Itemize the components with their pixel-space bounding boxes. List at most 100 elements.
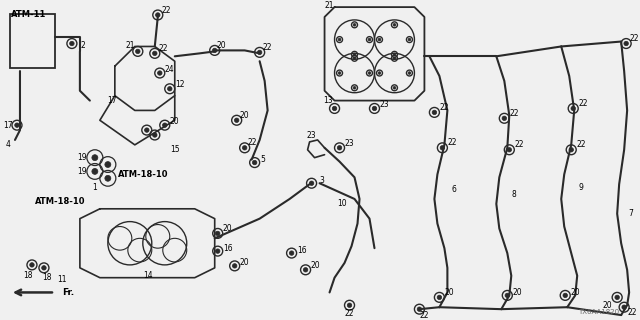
Text: 22: 22 [158, 44, 168, 53]
Text: 16: 16 [297, 246, 307, 255]
Text: ATM-18-10: ATM-18-10 [118, 170, 168, 179]
Circle shape [15, 123, 19, 127]
Circle shape [353, 53, 356, 56]
Text: 1: 1 [93, 183, 97, 192]
Text: 22: 22 [263, 43, 273, 52]
Text: 3: 3 [319, 176, 324, 185]
Circle shape [615, 295, 620, 300]
Circle shape [408, 38, 411, 41]
Circle shape [168, 86, 172, 91]
Text: ATM-18-10: ATM-18-10 [35, 197, 86, 206]
Text: 20: 20 [170, 117, 180, 126]
Circle shape [569, 148, 573, 152]
Text: 20: 20 [240, 259, 250, 268]
Circle shape [353, 57, 356, 60]
Text: 20: 20 [217, 41, 227, 50]
Circle shape [507, 148, 511, 152]
Circle shape [432, 110, 436, 115]
Text: 20: 20 [602, 301, 612, 310]
Circle shape [29, 263, 34, 267]
Circle shape [309, 181, 314, 186]
Text: 17: 17 [107, 96, 116, 105]
Text: 21: 21 [125, 41, 134, 50]
Circle shape [393, 53, 396, 56]
Text: 18: 18 [42, 273, 52, 282]
Circle shape [393, 57, 396, 60]
Text: 15: 15 [170, 145, 180, 154]
Text: 12: 12 [175, 80, 184, 89]
Bar [10, 14, 55, 68]
Text: 19: 19 [77, 167, 86, 176]
Circle shape [92, 168, 98, 174]
Circle shape [156, 13, 160, 17]
Circle shape [372, 106, 377, 111]
Circle shape [232, 264, 237, 268]
Text: 23: 23 [380, 100, 389, 109]
Circle shape [353, 86, 356, 89]
Circle shape [289, 251, 294, 255]
Circle shape [105, 175, 111, 181]
Text: 20: 20 [513, 288, 522, 297]
Circle shape [257, 50, 262, 55]
Circle shape [622, 305, 627, 309]
Circle shape [216, 249, 220, 253]
Text: 19: 19 [77, 153, 86, 162]
Circle shape [212, 48, 217, 52]
Circle shape [152, 133, 157, 137]
Circle shape [163, 123, 167, 127]
Circle shape [437, 295, 442, 300]
Text: 22: 22 [161, 5, 170, 15]
Text: TX6AA1820: TX6AA1820 [578, 309, 619, 315]
Text: 4: 4 [6, 140, 10, 149]
Circle shape [378, 38, 381, 41]
Text: 23: 23 [307, 131, 316, 140]
Text: 16: 16 [223, 244, 232, 253]
Circle shape [440, 146, 445, 150]
Circle shape [337, 146, 342, 150]
Circle shape [505, 293, 509, 298]
Circle shape [92, 155, 98, 161]
Text: 22: 22 [420, 311, 429, 320]
Text: 18: 18 [23, 271, 33, 280]
Text: 22: 22 [579, 99, 588, 108]
Text: 14: 14 [143, 271, 152, 280]
Circle shape [502, 116, 506, 121]
Text: 10: 10 [337, 199, 346, 208]
Circle shape [408, 72, 411, 74]
Text: 5: 5 [260, 155, 265, 164]
Text: 20: 20 [240, 111, 250, 120]
Text: 21: 21 [324, 1, 334, 10]
Circle shape [563, 293, 568, 298]
Circle shape [338, 72, 341, 74]
Circle shape [393, 23, 396, 26]
Text: 22: 22 [447, 138, 457, 148]
Text: 7: 7 [628, 209, 634, 218]
Text: 23: 23 [345, 140, 355, 148]
Circle shape [145, 128, 149, 132]
Circle shape [571, 106, 575, 111]
Text: 9: 9 [579, 183, 584, 192]
Text: 24: 24 [165, 65, 175, 74]
Text: 22: 22 [629, 34, 639, 43]
Text: Fr.: Fr. [62, 288, 74, 297]
Text: 22: 22 [345, 308, 355, 318]
Circle shape [252, 160, 257, 165]
Text: 22: 22 [627, 308, 637, 316]
Text: 22: 22 [515, 140, 524, 149]
Text: 2: 2 [81, 41, 85, 50]
Text: 22: 22 [577, 140, 586, 149]
Text: ATM-11: ATM-11 [11, 10, 46, 19]
Circle shape [136, 49, 140, 53]
Text: 8: 8 [512, 189, 516, 198]
Circle shape [234, 118, 239, 123]
Circle shape [338, 38, 341, 41]
Circle shape [216, 231, 220, 236]
Text: 17: 17 [3, 121, 13, 130]
Circle shape [152, 51, 157, 56]
Circle shape [353, 23, 356, 26]
Text: 20: 20 [445, 288, 454, 297]
Text: 22: 22 [509, 109, 519, 118]
Text: 22: 22 [440, 103, 449, 112]
Text: 13: 13 [323, 96, 332, 105]
Circle shape [42, 266, 46, 270]
